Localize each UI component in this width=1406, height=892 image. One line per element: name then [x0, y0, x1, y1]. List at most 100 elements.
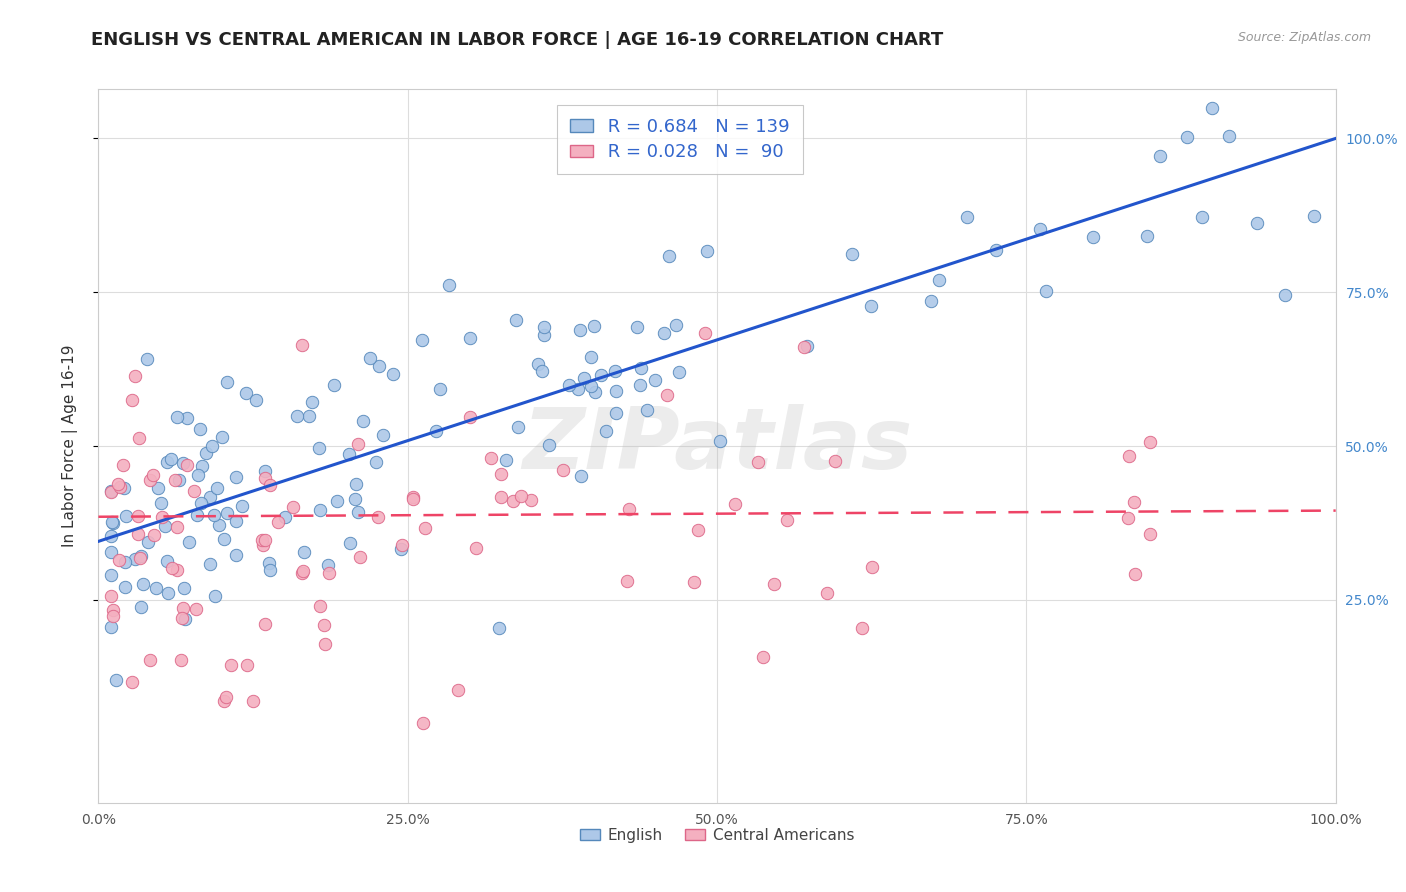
Point	[381, 368, 404, 382]
Point	[429, 382, 451, 396]
Point	[291, 564, 314, 578]
Point	[574, 371, 596, 385]
Point	[617, 502, 640, 516]
Point	[108, 480, 131, 494]
Point	[776, 513, 799, 527]
Point	[176, 458, 198, 473]
Point	[1139, 434, 1161, 449]
Legend: English, Central Americans: English, Central Americans	[574, 822, 860, 848]
Point	[401, 492, 423, 507]
Point	[359, 351, 381, 365]
Point	[292, 545, 315, 559]
Point	[183, 484, 205, 499]
Point	[696, 244, 718, 259]
Point	[558, 378, 581, 392]
Point	[100, 483, 122, 498]
Point	[567, 382, 589, 396]
Point	[101, 603, 124, 617]
Point	[519, 493, 541, 508]
Point	[458, 331, 481, 345]
Point	[204, 589, 226, 603]
Point	[127, 527, 149, 541]
Point	[308, 599, 330, 613]
Point	[245, 392, 267, 407]
Point	[172, 456, 194, 470]
Point	[595, 424, 617, 438]
Point	[173, 581, 195, 595]
Point	[1218, 129, 1240, 144]
Point	[114, 508, 136, 523]
Point	[219, 658, 242, 673]
Point	[796, 338, 818, 352]
Point	[724, 497, 747, 511]
Point	[465, 541, 488, 555]
Point	[136, 351, 159, 366]
Point	[129, 549, 152, 563]
Point	[259, 478, 281, 492]
Point	[920, 294, 942, 309]
Point	[186, 508, 208, 522]
Point	[100, 529, 122, 543]
Point	[316, 558, 339, 573]
Point	[605, 384, 627, 398]
Point	[101, 516, 124, 530]
Point	[815, 586, 838, 600]
Point	[139, 653, 162, 667]
Point	[389, 542, 412, 557]
Point	[167, 473, 190, 487]
Point	[928, 273, 950, 287]
Point	[657, 388, 679, 402]
Point	[225, 514, 247, 528]
Point	[217, 375, 239, 389]
Point	[349, 550, 371, 565]
Point	[860, 560, 883, 574]
Point	[1274, 287, 1296, 301]
Point	[537, 438, 560, 452]
Point	[129, 600, 152, 615]
Point	[100, 620, 122, 634]
Point	[150, 510, 173, 524]
Point	[201, 439, 224, 453]
Point	[107, 476, 129, 491]
Point	[527, 357, 550, 371]
Point	[605, 364, 627, 378]
Point	[200, 490, 222, 504]
Point	[652, 326, 675, 341]
Point	[100, 568, 122, 582]
Point	[252, 533, 274, 548]
Point	[630, 361, 652, 376]
Point	[569, 469, 592, 483]
Point	[170, 653, 193, 667]
Point	[314, 637, 336, 651]
Point	[128, 431, 150, 445]
Point	[259, 563, 281, 577]
Point	[162, 561, 184, 575]
Point	[318, 566, 340, 580]
Point	[190, 459, 212, 474]
Point	[605, 406, 627, 420]
Point	[291, 566, 314, 580]
Point	[568, 323, 591, 337]
Point	[127, 508, 149, 523]
Point	[323, 378, 346, 392]
Point	[139, 473, 162, 487]
Point	[644, 373, 666, 387]
Point	[1123, 495, 1146, 509]
Point	[339, 536, 361, 550]
Point	[112, 481, 135, 495]
Point	[283, 500, 305, 514]
Point	[142, 467, 165, 482]
Point	[502, 494, 524, 508]
Point	[160, 452, 183, 467]
Point	[984, 243, 1007, 257]
Point	[683, 574, 706, 589]
Point	[665, 318, 688, 332]
Point	[150, 495, 173, 509]
Point	[668, 365, 690, 379]
Point	[489, 467, 512, 482]
Point	[402, 490, 425, 504]
Point	[105, 673, 128, 687]
Point	[156, 455, 179, 469]
Point	[205, 481, 228, 495]
Point	[225, 470, 247, 484]
